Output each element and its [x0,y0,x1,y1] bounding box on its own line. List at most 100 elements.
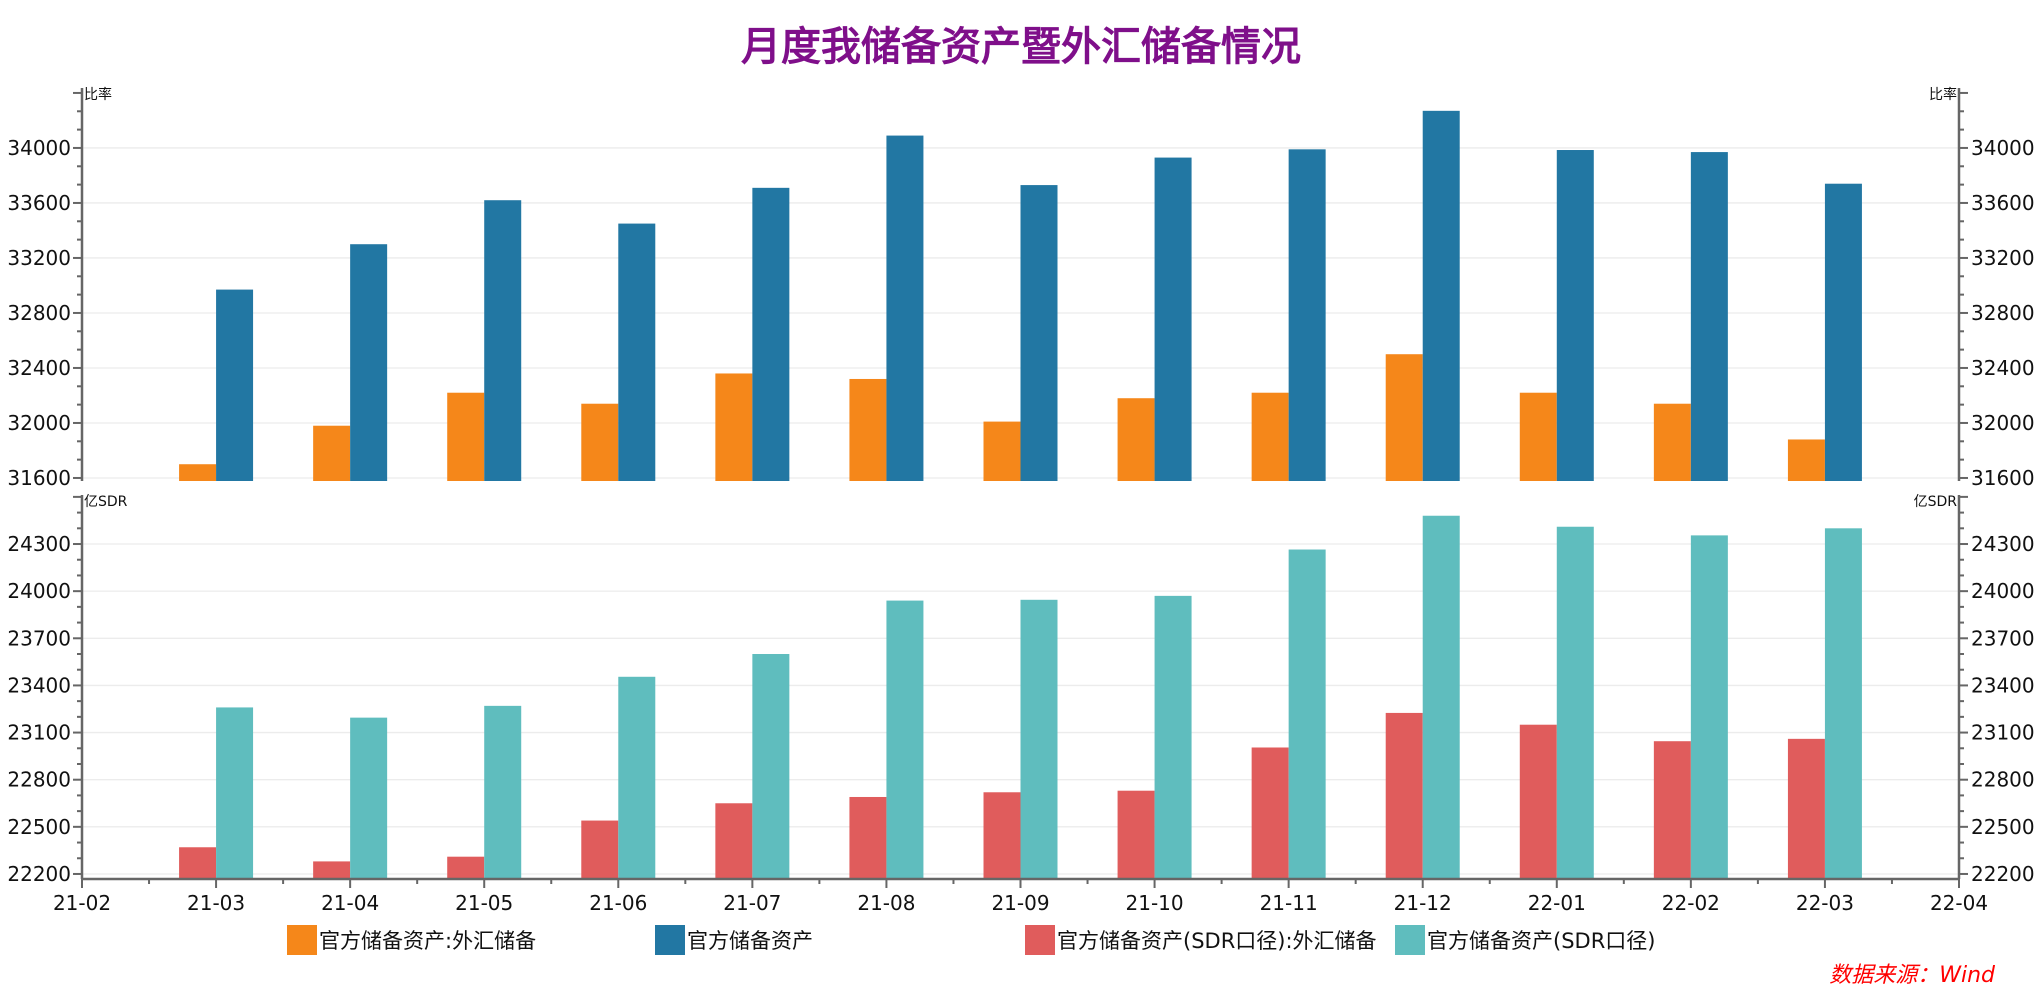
legend-item-1[interactable]: 官方储备资产:外汇储备 [287,925,536,955]
bar-2-21-12 [1422,110,1460,482]
bar-1-21-10 [1117,398,1155,481]
x-tick-label: 21-08 [857,891,915,915]
bar-4-21-04 [350,717,388,879]
legend-swatch [1025,925,1055,955]
bar-2-22-02 [1690,152,1728,481]
bar-4-22-01 [1556,526,1594,879]
bar-1-21-07 [715,373,753,481]
bar-3-21-08 [849,796,887,879]
y-tick-label: 32000 [1971,411,2035,435]
bar-1-21-12 [1385,354,1423,481]
bar-1-21-08 [849,378,887,481]
bar-3-22-01 [1519,724,1557,879]
bar-4-21-12 [1422,515,1460,879]
legend-swatch [655,925,685,955]
x-tick-label: 21-04 [321,891,379,915]
y-tick-label: 32000 [7,411,71,435]
legend-label: 官方储备资产 [687,929,813,953]
bar-3-21-05 [447,856,485,879]
bar-3-21-03 [179,847,217,879]
legend-item-3[interactable]: 官方储备资产(SDR口径):外汇储备 [1025,925,1377,955]
x-tick-label: 21-03 [187,891,245,915]
y-tick-label: 22200 [7,862,71,886]
y-tick-label: 33200 [1971,246,2035,270]
y-tick-label: 31600 [1971,466,2035,490]
bar-1-21-06 [581,403,619,481]
legend-label: 官方储备资产(SDR口径) [1427,929,1655,953]
bar-3-21-04 [313,861,351,879]
bar-1-21-05 [447,392,485,481]
bar-1-21-04 [313,425,351,481]
bar-1-21-03 [179,464,217,481]
bar-1-22-02 [1653,403,1691,481]
bar-2-22-03 [1824,183,1862,481]
y-tick-label: 23100 [7,721,71,745]
y-tick-label: 32400 [7,356,71,380]
bar-4-21-06 [618,676,656,879]
bar-4-21-03 [216,707,254,879]
panel-1: 31600 32000 32400 32800 33200 33600 34000 比率 316… [7,86,2034,490]
bar-3-22-02 [1653,741,1691,879]
bar-4-21-08 [886,600,924,879]
legend-item-4[interactable]: 官方储备资产(SDR口径) [1395,925,1655,955]
y-axis-unit: 比率 [1929,86,1957,103]
y-tick-label: 22200 [1971,862,2035,886]
bar-2-21-11 [1288,149,1326,481]
y-axis-unit: 亿SDR [84,494,128,510]
y-tick-label: 32800 [7,301,71,325]
data-source: 数据来源：Wind [1829,963,1996,988]
y-axis-unit: 比率 [84,86,112,103]
y-tick-label: 23100 [1971,721,2035,745]
bar-3-22-03 [1787,738,1825,879]
x-tick-label: 22-01 [1528,891,1586,915]
bar-4-21-11 [1288,549,1326,879]
bar-2-21-04 [350,244,388,481]
y-tick-label: 23400 [7,673,71,697]
y-tick-label: 32800 [1971,301,2035,325]
y-tick-label: 24300 [7,532,71,556]
panel-2: 22200 22500 22800 23100 23400 23700 24000 24300… [7,494,2034,886]
y-tick-label: 23700 [1971,626,2035,650]
bar-2-21-09 [1020,185,1058,481]
y-tick-label: 23700 [7,626,71,650]
y-tick-label: 24300 [1971,532,2035,556]
y-tick-label: 34000 [1971,136,2035,160]
x-tick-label: 22-04 [1930,891,1988,915]
y-tick-label: 33600 [7,191,71,215]
bar-2-21-03 [216,289,254,481]
bar-3-21-06 [581,820,619,879]
legend-item-2[interactable]: 官方储备资产 [655,925,813,955]
bar-2-21-06 [618,223,656,481]
y-tick-label: 34000 [7,136,71,160]
y-tick-label: 23400 [1971,673,2035,697]
bar-3-21-12 [1385,712,1423,879]
y-tick-label: 22800 [7,768,71,792]
x-tick-label: 21-12 [1394,891,1452,915]
bar-4-21-10 [1154,595,1192,879]
bar-3-21-07 [715,803,753,879]
y-tick-label: 22500 [1971,815,2035,839]
bar-4-21-05 [484,705,522,879]
y-tick-label: 22800 [1971,768,2035,792]
y-tick-label: 22500 [7,815,71,839]
y-tick-label: 33200 [7,246,71,270]
legend-swatch [1395,925,1425,955]
x-tick-label: 21-05 [455,891,513,915]
y-tick-label: 24000 [1971,579,2035,603]
y-tick-label: 24000 [7,579,71,603]
bar-1-21-09 [983,421,1021,481]
bar-4-22-02 [1690,535,1728,879]
x-tick-label: 21-09 [991,891,1049,915]
x-tick-label: 21-06 [589,891,647,915]
bar-4-21-09 [1020,599,1058,879]
y-tick-label: 32400 [1971,356,2035,380]
chart-title: 月度我储备资产暨外汇储备情况 [741,24,1301,70]
x-tick-label: 21-10 [1126,891,1184,915]
x-tick-label: 21-07 [723,891,781,915]
y-axis-unit: 亿SDR [1914,494,1958,510]
bar-2-22-01 [1556,150,1594,481]
bar-2-21-07 [752,187,790,481]
bar-4-21-07 [752,654,790,879]
legend-label: 官方储备资产:外汇储备 [319,929,536,953]
